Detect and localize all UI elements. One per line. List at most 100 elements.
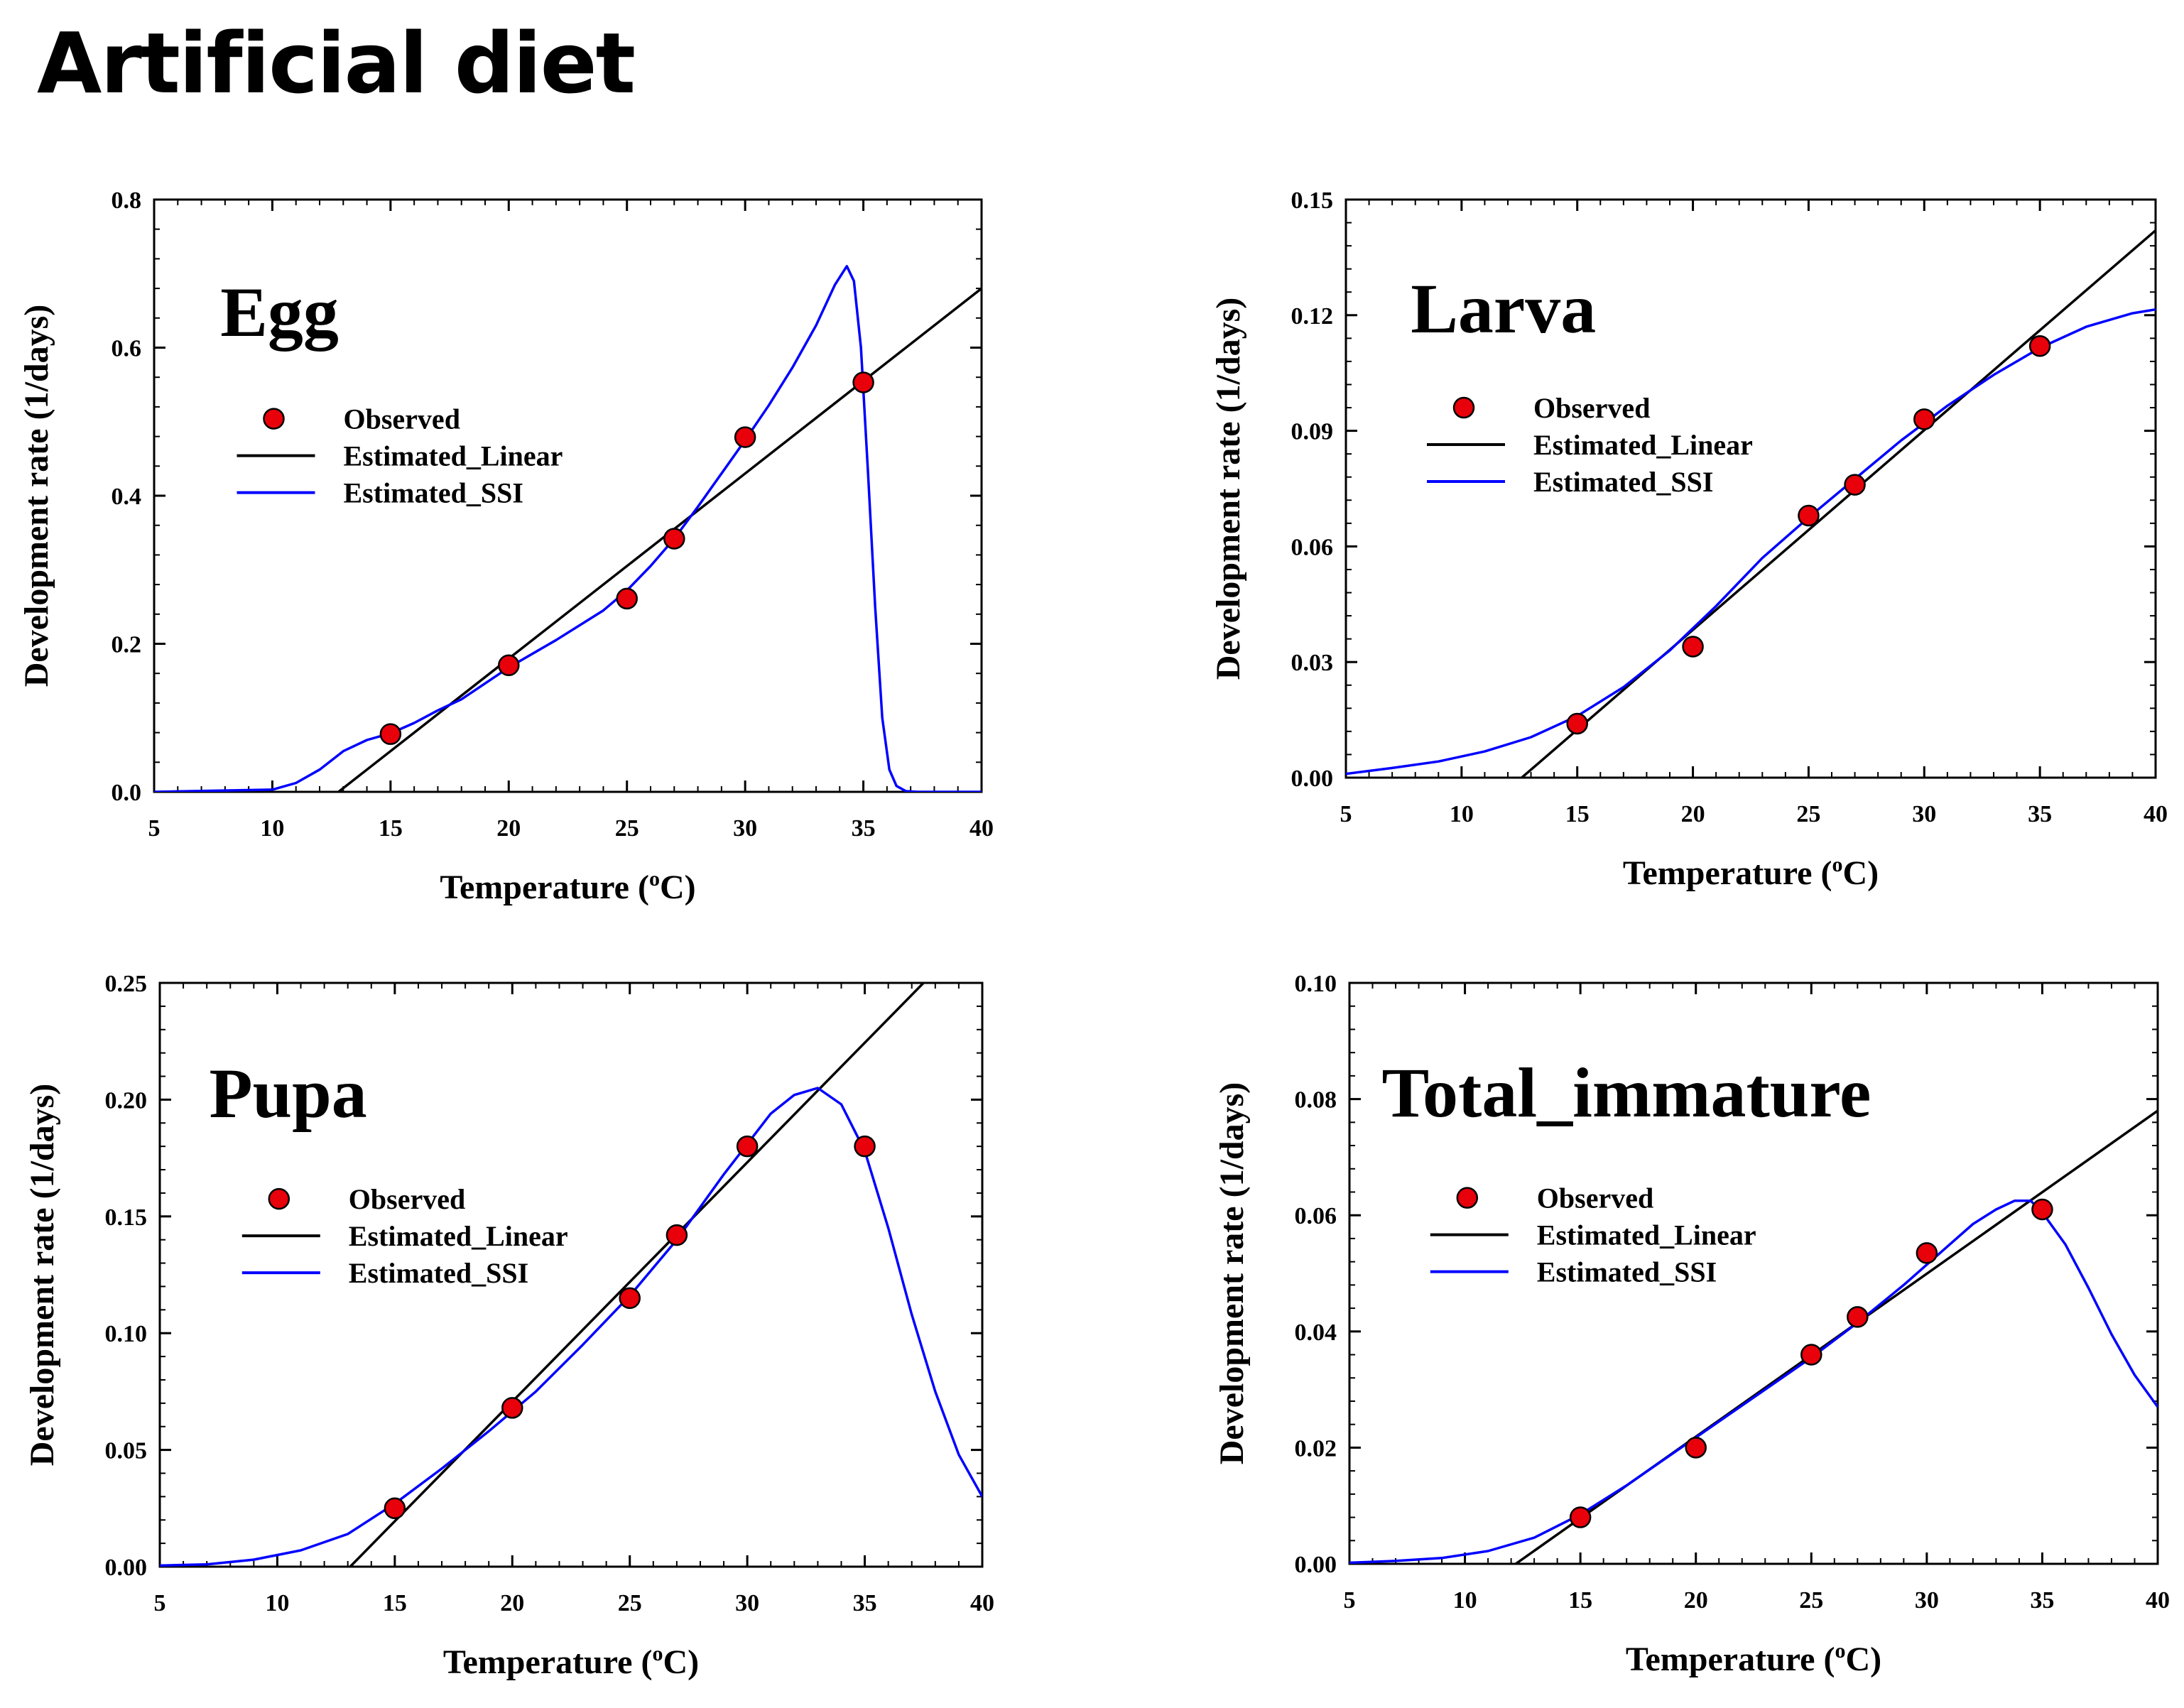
y-tick-label: 0.06 xyxy=(1295,1203,1337,1229)
x-tick-label: 35 xyxy=(2028,801,2052,827)
observed-point xyxy=(1847,1306,1869,1328)
y-tick-label: 0.06 xyxy=(1291,534,1334,560)
legend: Observed Estimated_Linear Estimated_SSI xyxy=(237,403,563,509)
x-tick-label: 25 xyxy=(618,1590,642,1616)
y-tick-label: 0.15 xyxy=(1291,187,1334,214)
observed-point xyxy=(1685,1437,1707,1459)
series-ssi xyxy=(160,1087,982,1567)
observed-point xyxy=(736,1135,759,1158)
x-tick-label: 40 xyxy=(970,1590,994,1616)
observed-point xyxy=(854,1135,876,1158)
x-tick-label: 10 xyxy=(265,1590,289,1616)
ssi-curve xyxy=(154,265,982,792)
x-tick-label: 40 xyxy=(2146,1587,2170,1614)
x-tick-label: 20 xyxy=(1681,801,1705,827)
x-tick-label: 15 xyxy=(1565,801,1590,827)
y-tick-label: 0.00 xyxy=(1291,766,1334,792)
x-tick-label: 10 xyxy=(1453,1587,1477,1614)
y-tick-label: 0.10 xyxy=(1295,971,1337,997)
panel-label: Larva xyxy=(1411,269,1596,348)
linear-fit-line xyxy=(337,287,982,792)
x-tick-label: 10 xyxy=(260,815,284,842)
y-tick-label: 0.12 xyxy=(1291,303,1334,330)
legend-observed-label: Observed xyxy=(1533,392,1650,424)
observed-point xyxy=(665,1224,688,1246)
linear-fit-line xyxy=(1521,229,2156,778)
y-axis-label: Development rate (1/days) xyxy=(1210,298,1247,680)
x-tick-label: 15 xyxy=(383,1590,407,1616)
x-tick-label: 20 xyxy=(496,815,521,842)
series-linear xyxy=(337,287,982,792)
panel-label: Egg xyxy=(220,273,339,352)
legend-linear-label: Estimated_Linear xyxy=(344,440,563,472)
legend-observed-marker xyxy=(1452,396,1475,419)
y-tick-label: 0.09 xyxy=(1291,419,1334,445)
y-tick-label: 0.00 xyxy=(1295,1552,1337,1578)
y-axis-label: Development rate (1/days) xyxy=(23,1084,61,1467)
observed-point xyxy=(619,1287,641,1310)
x-tick-label: 35 xyxy=(852,815,876,842)
y-tick-label: 0.03 xyxy=(1291,650,1334,676)
y-tick-label: 0.20 xyxy=(105,1087,148,1114)
y-tick-label: 0.10 xyxy=(105,1321,148,1347)
y-tick-label: 0.4 xyxy=(112,484,142,510)
legend-ssi-label: Estimated_SSI xyxy=(1533,466,1713,498)
y-tick-label: 0.08 xyxy=(1295,1087,1337,1114)
x-tick-label: 15 xyxy=(1568,1587,1592,1614)
plot-frame xyxy=(158,981,984,1568)
observed-point xyxy=(1913,408,1935,430)
legend-observed-marker xyxy=(263,408,285,430)
legend-ssi-label: Estimated_SSI xyxy=(1537,1256,1717,1288)
linear-fit-line xyxy=(349,983,925,1567)
plot-frame xyxy=(1344,198,2157,779)
x-tick-label: 5 xyxy=(154,1590,166,1616)
series-linear xyxy=(349,983,925,1567)
observed-point xyxy=(2028,334,2051,357)
x-axis-label: Temperature (oC) xyxy=(1623,853,1879,892)
chart-total-immature: 5 10 15 20 25 30 35 40 0.00 0.02 0.04 0.06 0.08 0.10 T… xyxy=(1213,971,2170,1678)
x-tick-label: 40 xyxy=(969,815,994,842)
ssi-curve xyxy=(1349,1200,2158,1564)
observed-point xyxy=(1682,636,1704,658)
observed-point xyxy=(1916,1242,1938,1264)
legend-linear-label: Estimated_Linear xyxy=(1533,429,1753,461)
series-ssi xyxy=(154,265,982,792)
x-tick-label: 5 xyxy=(1340,801,1352,827)
observed-point xyxy=(1569,1506,1592,1528)
observed-point xyxy=(663,528,685,550)
ssi-curve xyxy=(160,1087,982,1567)
legend-ssi-label: Estimated_SSI xyxy=(344,477,523,509)
x-tick-label: 15 xyxy=(379,815,403,842)
legend: Observed Estimated_Linear Estimated_SSI xyxy=(241,1183,568,1289)
y-tick-label: 0.02 xyxy=(1295,1435,1337,1462)
x-tick-label: 40 xyxy=(2144,801,2168,827)
legend-linear-label: Estimated_Linear xyxy=(349,1220,568,1252)
x-tick-label: 30 xyxy=(1915,1587,1939,1614)
y-tick-label: 0.00 xyxy=(105,1555,148,1581)
legend-observed-marker xyxy=(1456,1187,1479,1209)
observed-point xyxy=(1798,504,1820,527)
x-tick-label: 5 xyxy=(148,815,161,842)
plot-frame xyxy=(1348,981,2159,1565)
x-tick-label: 25 xyxy=(615,815,639,842)
observed-point xyxy=(501,1397,523,1419)
legend-observed-label: Observed xyxy=(344,403,460,435)
legend-observed-marker xyxy=(268,1187,290,1210)
x-tick-label: 20 xyxy=(500,1590,524,1616)
x-tick-label: 30 xyxy=(733,815,757,842)
y-axis-label: Development rate (1/days) xyxy=(18,305,55,687)
x-tick-label: 5 xyxy=(1344,1587,1356,1614)
y-tick-label: 0.25 xyxy=(105,971,148,997)
y-tick-label: 0.15 xyxy=(105,1204,148,1231)
y-tick-label: 0.6 xyxy=(112,336,142,362)
y-axis-label: Development rate (1/days) xyxy=(1213,1082,1251,1465)
x-axis-label: Temperature (oC) xyxy=(443,1642,699,1681)
series-linear xyxy=(1521,229,2156,778)
legend: Observed Estimated_Linear Estimated_SSI xyxy=(1427,392,1753,498)
observed-point xyxy=(734,426,756,448)
chart-pupa: 5 10 15 20 25 30 35 40 0.00 0.05 0.10 0.15 0.20 0.25 T… xyxy=(23,971,994,1681)
observed-point xyxy=(379,723,402,745)
y-tick-label: 0.0 xyxy=(112,780,142,806)
x-tick-label: 25 xyxy=(1796,801,1820,827)
legend: Observed Estimated_Linear Estimated_SSI xyxy=(1430,1182,1756,1288)
